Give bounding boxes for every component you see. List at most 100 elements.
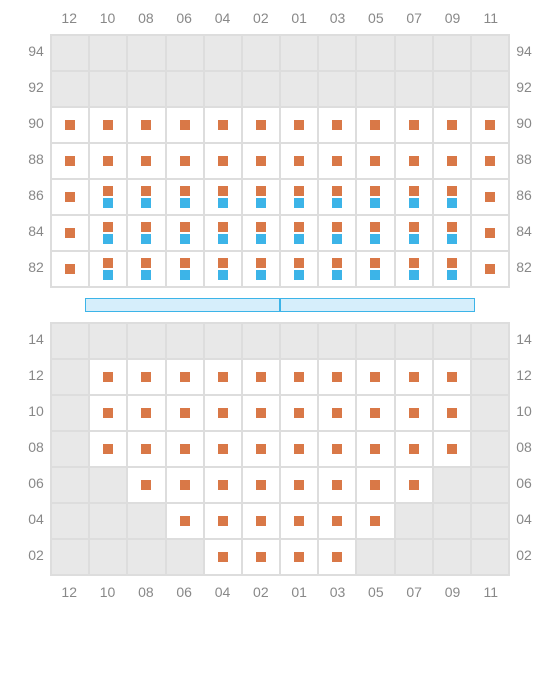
cell-seat[interactable] <box>166 179 204 215</box>
cell-seat[interactable] <box>395 179 433 215</box>
cell-seat[interactable] <box>166 467 204 503</box>
cell-seat[interactable] <box>51 143 89 179</box>
cell-seat[interactable] <box>280 251 318 287</box>
cell-seat[interactable] <box>204 215 242 251</box>
cell-seat[interactable] <box>318 359 356 395</box>
cell-seat[interactable] <box>471 179 509 215</box>
cell-seat[interactable] <box>395 431 433 467</box>
cell-seat[interactable] <box>356 107 394 143</box>
cell-seat[interactable] <box>356 359 394 395</box>
cell-seat[interactable] <box>433 395 471 431</box>
cell-seat[interactable] <box>356 395 394 431</box>
cell-seat[interactable] <box>318 251 356 287</box>
cell-seat[interactable] <box>166 251 204 287</box>
cell-seat[interactable] <box>127 179 165 215</box>
cell-seat[interactable] <box>433 215 471 251</box>
cell-seat[interactable] <box>433 143 471 179</box>
cell-seat[interactable] <box>395 359 433 395</box>
cell-seat[interactable] <box>89 215 127 251</box>
cell-seat[interactable] <box>280 215 318 251</box>
cell-seat[interactable] <box>127 431 165 467</box>
cell-seat[interactable] <box>318 215 356 251</box>
cell-seat[interactable] <box>204 431 242 467</box>
cell-seat[interactable] <box>127 359 165 395</box>
cell-seat[interactable] <box>204 467 242 503</box>
cell-seat[interactable] <box>204 539 242 575</box>
cell-seat[interactable] <box>166 143 204 179</box>
cell-seat[interactable] <box>166 503 204 539</box>
cell-seat[interactable] <box>127 107 165 143</box>
cell-seat[interactable] <box>280 395 318 431</box>
cell-seat[interactable] <box>395 467 433 503</box>
cell-seat[interactable] <box>89 395 127 431</box>
cell-seat[interactable] <box>166 215 204 251</box>
cell-seat[interactable] <box>356 215 394 251</box>
cell-seat[interactable] <box>242 251 280 287</box>
cell-seat[interactable] <box>204 395 242 431</box>
cell-seat[interactable] <box>166 107 204 143</box>
cell-seat[interactable] <box>395 143 433 179</box>
cell-seat[interactable] <box>89 359 127 395</box>
cell-seat[interactable] <box>356 467 394 503</box>
cell-seat[interactable] <box>242 107 280 143</box>
cell-seat[interactable] <box>242 539 280 575</box>
cell-seat[interactable] <box>318 143 356 179</box>
cell-seat[interactable] <box>395 251 433 287</box>
cell-seat[interactable] <box>318 467 356 503</box>
cell-seat[interactable] <box>242 395 280 431</box>
cell-seat[interactable] <box>318 503 356 539</box>
cell-seat[interactable] <box>433 251 471 287</box>
cell-seat[interactable] <box>204 179 242 215</box>
cell-seat[interactable] <box>89 431 127 467</box>
cell-seat[interactable] <box>127 395 165 431</box>
cell-seat[interactable] <box>395 395 433 431</box>
cell-seat[interactable] <box>204 503 242 539</box>
cell-seat[interactable] <box>433 359 471 395</box>
cell-seat[interactable] <box>89 107 127 143</box>
cell-seat[interactable] <box>242 179 280 215</box>
cell-seat[interactable] <box>166 395 204 431</box>
cell-seat[interactable] <box>318 395 356 431</box>
cell-seat[interactable] <box>280 143 318 179</box>
cell-seat[interactable] <box>280 431 318 467</box>
cell-seat[interactable] <box>433 179 471 215</box>
cell-seat[interactable] <box>395 107 433 143</box>
cell-seat[interactable] <box>471 143 509 179</box>
cell-seat[interactable] <box>280 179 318 215</box>
cell-seat[interactable] <box>280 503 318 539</box>
cell-seat[interactable] <box>242 431 280 467</box>
cell-seat[interactable] <box>356 251 394 287</box>
cell-seat[interactable] <box>127 467 165 503</box>
cell-seat[interactable] <box>356 179 394 215</box>
cell-seat[interactable] <box>471 215 509 251</box>
cell-seat[interactable] <box>318 107 356 143</box>
cell-seat[interactable] <box>127 251 165 287</box>
cell-seat[interactable] <box>127 143 165 179</box>
cell-seat[interactable] <box>51 179 89 215</box>
cell-seat[interactable] <box>280 359 318 395</box>
cell-seat[interactable] <box>204 251 242 287</box>
cell-seat[interactable] <box>89 143 127 179</box>
cell-seat[interactable] <box>356 503 394 539</box>
cell-seat[interactable] <box>242 467 280 503</box>
cell-seat[interactable] <box>166 359 204 395</box>
cell-seat[interactable] <box>89 179 127 215</box>
cell-seat[interactable] <box>166 431 204 467</box>
cell-seat[interactable] <box>204 143 242 179</box>
cell-seat[interactable] <box>356 143 394 179</box>
cell-seat[interactable] <box>51 251 89 287</box>
cell-seat[interactable] <box>356 431 394 467</box>
cell-seat[interactable] <box>280 467 318 503</box>
cell-seat[interactable] <box>318 179 356 215</box>
cell-seat[interactable] <box>242 359 280 395</box>
cell-seat[interactable] <box>51 215 89 251</box>
cell-seat[interactable] <box>280 107 318 143</box>
cell-seat[interactable] <box>318 539 356 575</box>
cell-seat[interactable] <box>204 107 242 143</box>
cell-seat[interactable] <box>89 251 127 287</box>
cell-seat[interactable] <box>318 431 356 467</box>
cell-seat[interactable] <box>280 539 318 575</box>
cell-seat[interactable] <box>51 107 89 143</box>
cell-seat[interactable] <box>242 503 280 539</box>
cell-seat[interactable] <box>242 215 280 251</box>
